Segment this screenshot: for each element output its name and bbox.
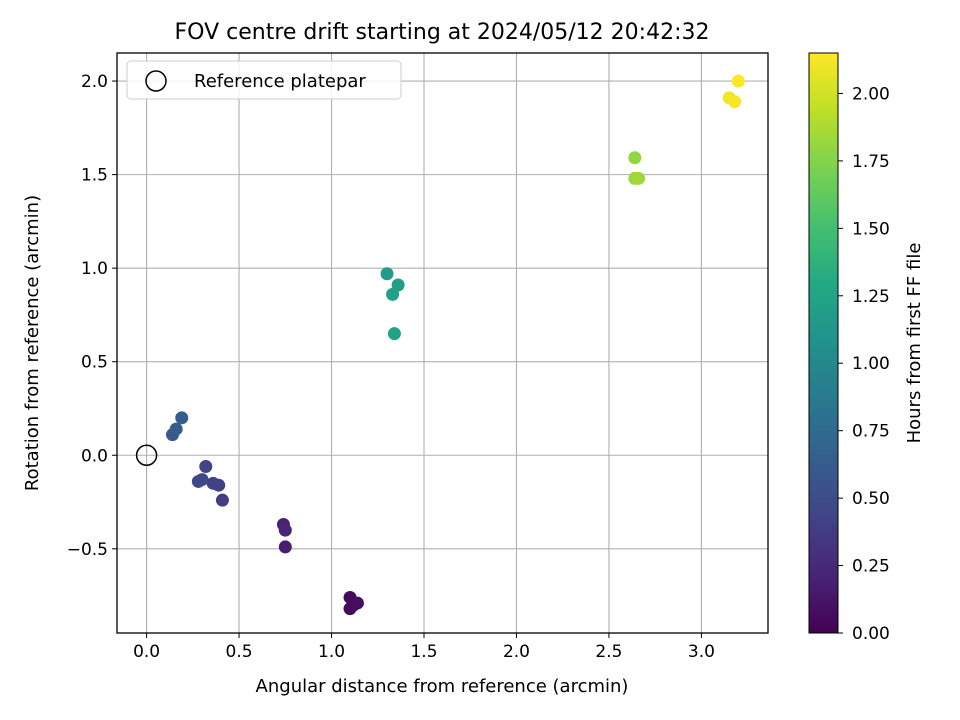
colorbar-tick-label: 0.00 [852,624,890,644]
data-point [387,327,401,341]
chart-title: FOV centre drift starting at 2024/05/12 … [175,20,710,45]
data-point [350,596,364,610]
data-point [199,459,213,473]
grid [117,53,768,633]
y-axis-label: Rotation from reference (arcmin) [22,195,43,491]
data-point [380,267,394,281]
legend-open-circle-icon [145,70,167,92]
y-tick-label: 0.5 [81,353,108,373]
plot-frame [116,52,769,634]
x-axis-ticks: 0.0 0.5 1.0 1.5 2.0 2.5 3.0 [133,633,715,662]
data-point [632,171,646,185]
colorbar-tick-label: 2.00 [852,84,890,104]
y-tick-label: −0.5 [67,540,108,560]
legend: Reference platepar [126,60,402,100]
legend-box [126,60,402,100]
x-tick-label: 3.0 [688,642,715,662]
data-point [728,95,742,109]
colorbar-ticks: 0.00 0.25 0.50 0.75 1.00 1.25 1.50 1.75 2.00 [838,84,890,644]
x-axis-label: Angular distance from reference (arcmin) [256,676,629,697]
reference-point [135,444,158,467]
y-tick-label: 0.0 [81,446,108,466]
colorbar-tick-label: 1.25 [852,287,890,307]
data-point [175,411,189,425]
colorbar-tick-label: 1.50 [852,219,890,239]
data-points [165,74,745,616]
x-tick-label: 2.5 [595,642,622,662]
x-tick-label: 2.0 [503,642,530,662]
data-point [391,278,405,292]
data-point [206,476,220,490]
x-tick-label: 1.5 [410,642,437,662]
x-tick-label: 0.0 [133,642,160,662]
x-tick-label: 0.5 [226,642,253,662]
y-tick-label: 1.0 [81,259,108,279]
data-point [169,422,183,436]
colorbar-label: Hours from first FF file [904,243,925,444]
data-point [386,287,400,301]
colorbar-tick-label: 0.75 [852,422,890,442]
y-axis-ticks: −0.5 0.0 0.5 1.0 1.5 2.0 [67,72,117,560]
colorbar-tick-label: 1.75 [852,152,890,172]
data-point [215,493,229,507]
data-point [628,151,642,165]
data-point [278,523,292,537]
data-point [278,540,292,554]
y-tick-label: 1.5 [81,166,108,186]
reference-marker-group [135,444,158,467]
data-point [731,74,745,88]
colorbar-tick-label: 0.25 [852,557,890,577]
colorbar-gradient [808,52,839,634]
colorbar-tick-label: 1.00 [852,354,890,374]
colorbar-tick-label: 0.50 [852,489,890,509]
data-point [191,474,205,488]
x-tick-label: 1.0 [318,642,345,662]
y-tick-label: 2.0 [81,72,108,92]
legend-label: Reference platepar [194,71,366,92]
colorbar: 0.00 0.25 0.50 0.75 1.00 1.25 1.50 1.75 2.00 Hou… [808,52,925,644]
